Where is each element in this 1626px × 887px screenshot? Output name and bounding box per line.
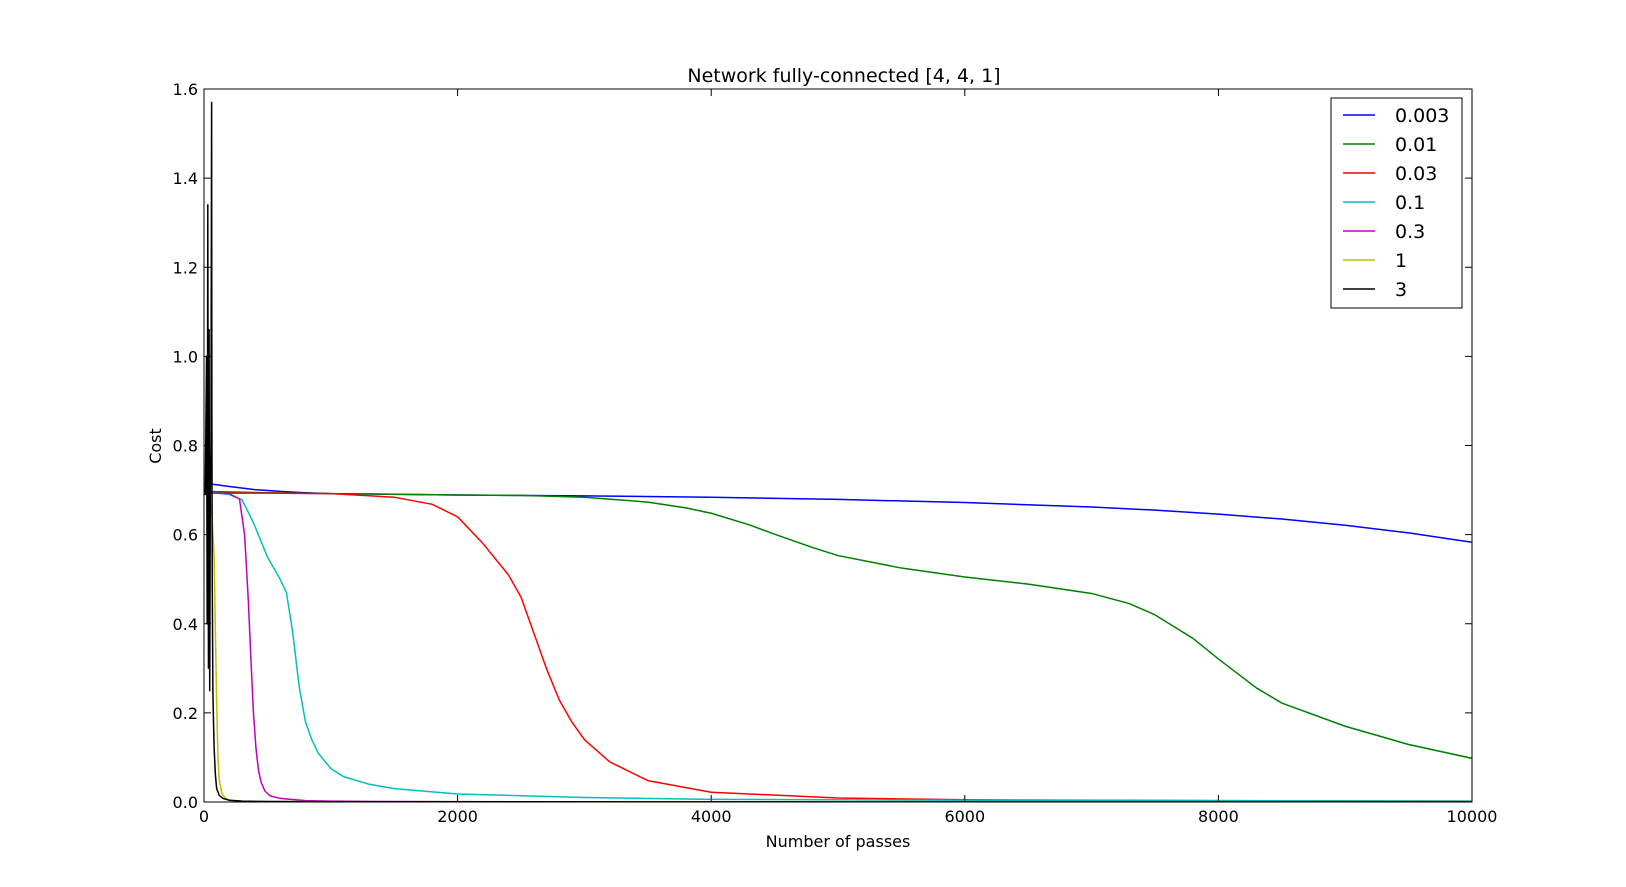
y-tick-label: 0.8	[173, 437, 198, 456]
legend-label: 1	[1395, 250, 1407, 272]
legend: 0.003 0.01 0.03 0.1 0.3 1 3	[1330, 97, 1463, 309]
x-tick-label: 2000	[437, 807, 478, 826]
x-axis-title: Number of passes	[766, 832, 911, 851]
series-layer	[204, 101, 1472, 802]
plot-background	[204, 89, 1472, 802]
x-tick-label: 10000	[1447, 807, 1498, 826]
legend-label: 0.03	[1395, 163, 1437, 185]
legend-label: 3	[1395, 279, 1407, 301]
legend-box	[1330, 97, 1463, 309]
plot-area	[203, 88, 1473, 803]
x-tick-label: 6000	[944, 807, 985, 826]
y-tick-label: 0.4	[173, 615, 198, 634]
x-axis: 0 2000 4000 6000 8000 10000	[199, 89, 1498, 826]
series-line-0.01	[204, 490, 1472, 760]
x-tick-label: 0	[199, 807, 209, 826]
series-line-0.1	[204, 492, 1472, 802]
legend-label: 0.01	[1395, 134, 1437, 156]
legend-label: 0.1	[1395, 192, 1425, 214]
series-line-0.03	[204, 492, 1472, 802]
y-axis-title: Cost	[146, 428, 165, 464]
x-tick-label: 4000	[691, 807, 732, 826]
y-tick-label: 1.4	[173, 169, 198, 188]
legend-label: 0.3	[1395, 221, 1425, 243]
x-tick-label: 8000	[1198, 807, 1239, 826]
series-line-3	[204, 101, 1472, 802]
y-tick-label: 0.6	[173, 526, 198, 545]
y-tick-label: 1.6	[173, 80, 198, 99]
y-axis: 0.0 0.2 0.4 0.6 0.8 1.0 1.2 1.4 1.6	[173, 80, 1472, 812]
y-tick-label: 0.0	[173, 793, 198, 812]
y-tick-label: 0.2	[173, 704, 198, 723]
y-tick-label: 1.0	[173, 347, 198, 366]
y-tick-label: 1.2	[173, 258, 198, 277]
series-line-0.003	[204, 482, 1472, 543]
chart-title: Network fully-connected [4, 4, 1]	[687, 65, 1000, 87]
legend-label: 0.003	[1395, 105, 1449, 127]
